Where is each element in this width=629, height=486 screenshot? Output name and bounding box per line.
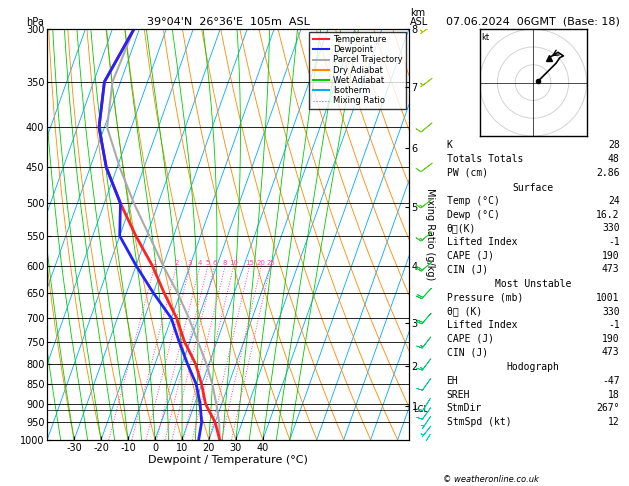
Text: 48: 48 [608, 154, 620, 164]
Text: EH: EH [447, 376, 459, 386]
Text: Totals Totals: Totals Totals [447, 154, 523, 164]
Text: 18: 18 [608, 390, 620, 399]
Legend: Temperature, Dewpoint, Parcel Trajectory, Dry Adiabat, Wet Adiabat, Isotherm, Mi: Temperature, Dewpoint, Parcel Trajectory… [309, 32, 406, 109]
Text: 1001: 1001 [596, 293, 620, 303]
Text: 25: 25 [266, 260, 275, 265]
Text: 473: 473 [602, 347, 620, 357]
Text: 24: 24 [608, 196, 620, 206]
Text: 28: 28 [608, 140, 620, 150]
Text: SREH: SREH [447, 390, 470, 399]
Text: CAPE (J): CAPE (J) [447, 251, 494, 260]
Text: 267°: 267° [596, 403, 620, 413]
Text: 190: 190 [602, 251, 620, 260]
Text: Surface: Surface [513, 183, 554, 192]
Text: 6: 6 [213, 260, 217, 265]
Text: hPa: hPa [26, 17, 44, 27]
Text: © weatheronline.co.uk: © weatheronline.co.uk [443, 474, 539, 484]
Text: 4: 4 [198, 260, 203, 265]
Text: 1: 1 [153, 260, 157, 265]
Text: LCL: LCL [413, 405, 428, 414]
Text: Temp (°C): Temp (°C) [447, 196, 499, 206]
X-axis label: Dewpoint / Temperature (°C): Dewpoint / Temperature (°C) [148, 455, 308, 466]
Text: CIN (J): CIN (J) [447, 264, 487, 274]
Text: km
ASL: km ASL [410, 7, 428, 27]
Text: 07.06.2024  06GMT  (Base: 18): 07.06.2024 06GMT (Base: 18) [446, 17, 620, 27]
Text: 5: 5 [206, 260, 210, 265]
Text: θᴇ (K): θᴇ (K) [447, 307, 482, 316]
Text: PW (cm): PW (cm) [447, 168, 487, 177]
Title: 39°04'N  26°36'E  105m  ASL: 39°04'N 26°36'E 105m ASL [147, 17, 309, 27]
Text: 16.2: 16.2 [596, 210, 620, 220]
Text: CIN (J): CIN (J) [447, 347, 487, 357]
Text: 473: 473 [602, 264, 620, 274]
Text: CAPE (J): CAPE (J) [447, 334, 494, 344]
Text: Hodograph: Hodograph [506, 363, 560, 372]
Text: StmDir: StmDir [447, 403, 482, 413]
Text: StmSpd (kt): StmSpd (kt) [447, 417, 511, 427]
Text: 8: 8 [223, 260, 228, 265]
Text: 15: 15 [245, 260, 254, 265]
Text: 3: 3 [188, 260, 192, 265]
Text: Dewp (°C): Dewp (°C) [447, 210, 499, 220]
Text: -47: -47 [602, 376, 620, 386]
Text: kt: kt [481, 33, 489, 42]
Text: 20: 20 [257, 260, 265, 265]
Text: 330: 330 [602, 224, 620, 233]
Text: Lifted Index: Lifted Index [447, 237, 517, 247]
Text: 330: 330 [602, 307, 620, 316]
Text: Pressure (mb): Pressure (mb) [447, 293, 523, 303]
Text: Lifted Index: Lifted Index [447, 320, 517, 330]
Text: -1: -1 [608, 237, 620, 247]
Text: 190: 190 [602, 334, 620, 344]
Y-axis label: Mixing Ratio (g/kg): Mixing Ratio (g/kg) [425, 189, 435, 280]
Text: K: K [447, 140, 452, 150]
Text: Most Unstable: Most Unstable [495, 279, 571, 289]
Text: θᴇ(K): θᴇ(K) [447, 224, 476, 233]
Text: -1: -1 [608, 320, 620, 330]
Text: 10: 10 [229, 260, 238, 265]
Text: 2.86: 2.86 [596, 168, 620, 177]
Text: 2: 2 [174, 260, 179, 265]
Text: 12: 12 [608, 417, 620, 427]
